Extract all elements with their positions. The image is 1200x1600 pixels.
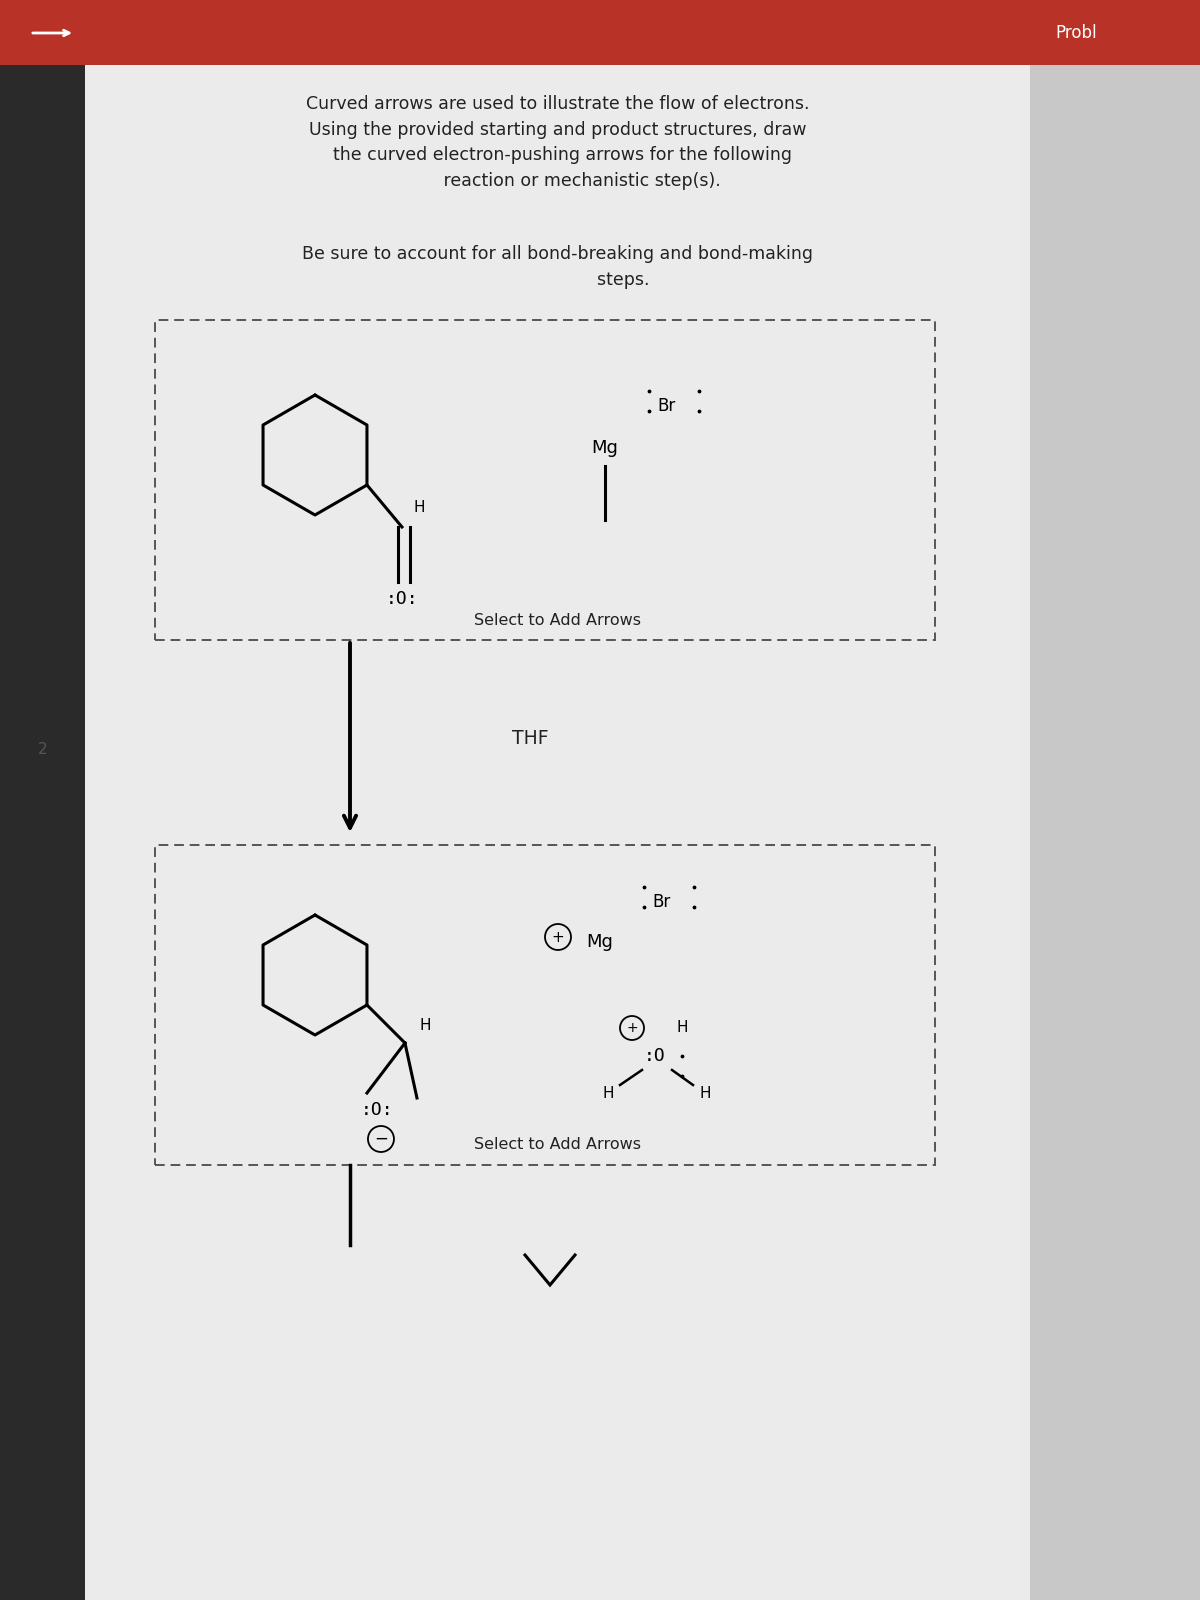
Text: Be sure to account for all bond-breaking and bond-making
                       : Be sure to account for all bond-breaking… [302,245,814,288]
FancyBboxPatch shape [0,0,1200,66]
Text: Select to Add Arrows: Select to Add Arrows [474,613,641,627]
Text: THF: THF [511,728,548,747]
Text: :O: :O [644,1046,666,1066]
Text: :O:: :O: [361,1101,394,1118]
Text: +: + [552,930,564,944]
Text: Select to Add Arrows: Select to Add Arrows [474,1138,641,1152]
Text: H: H [677,1021,688,1035]
FancyBboxPatch shape [0,66,85,1600]
Text: −: − [374,1130,388,1149]
Text: :O:: :O: [385,590,419,608]
Text: H: H [419,1018,431,1032]
Text: Br: Br [658,397,676,414]
FancyBboxPatch shape [85,66,1030,1600]
FancyBboxPatch shape [1030,66,1200,1600]
Text: 2: 2 [37,742,47,757]
Text: Mg: Mg [592,438,618,458]
Text: H: H [700,1085,710,1101]
Text: +: + [626,1021,638,1035]
Text: H: H [413,499,425,515]
Text: H: H [602,1085,613,1101]
Text: Br: Br [652,893,671,910]
Text: Mg: Mg [587,933,613,950]
Text: Probl: Probl [1055,24,1097,42]
Text: Curved arrows are used to illustrate the flow of electrons.
Using the provided s: Curved arrows are used to illustrate the… [306,94,809,190]
